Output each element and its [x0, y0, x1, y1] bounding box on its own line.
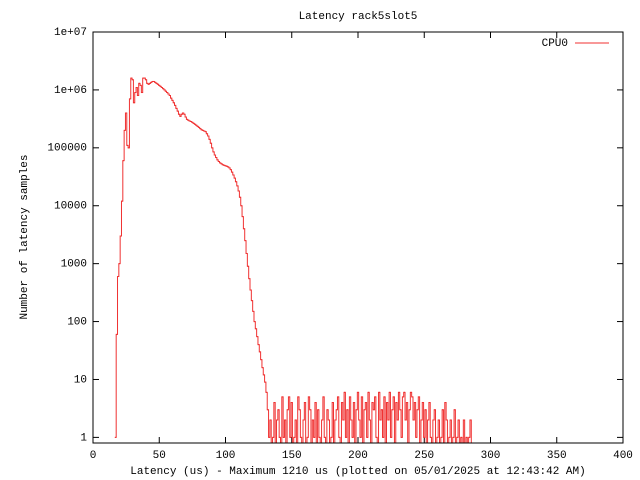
y-tick-label: 1e+07 — [54, 27, 87, 39]
plot-area — [114, 77, 472, 443]
x-tick-label: 0 — [90, 450, 97, 462]
step-outline — [114, 77, 472, 443]
y-tick-label: 100 — [67, 316, 87, 328]
legend-label: CPU0 — [542, 38, 568, 50]
y-tick-label: 1 — [80, 432, 87, 444]
x-tick-label: 50 — [153, 450, 166, 462]
x-tick-label: 250 — [414, 450, 434, 462]
y-tick-label: 10000 — [54, 201, 87, 213]
y-tick-label: 100000 — [47, 143, 87, 155]
plot-frame — [92, 31, 624, 444]
x-tick-label: 100 — [216, 450, 236, 462]
x-tick-label: 400 — [613, 450, 633, 462]
y-tick-label: 10 — [74, 374, 87, 386]
y-tick-label: 1e+06 — [54, 85, 87, 97]
x-tick-label: 150 — [282, 450, 302, 462]
x-axis-label: Latency (us) - Maximum 1210 us (plotted … — [130, 466, 585, 478]
x-tick-label: 350 — [547, 450, 567, 462]
y-axis-label: Number of latency samples — [19, 154, 31, 319]
x-tick-label: 200 — [348, 450, 368, 462]
y-tick-label: 1000 — [61, 259, 87, 271]
axes: 0 50 100 150 200 250 300 350 400 1e+07 1e+06 100000… — [47, 27, 633, 462]
legend: CPU0 — [542, 38, 609, 50]
chart-title: Latency rack5slot5 — [299, 11, 418, 23]
x-tick-label: 300 — [481, 450, 501, 462]
